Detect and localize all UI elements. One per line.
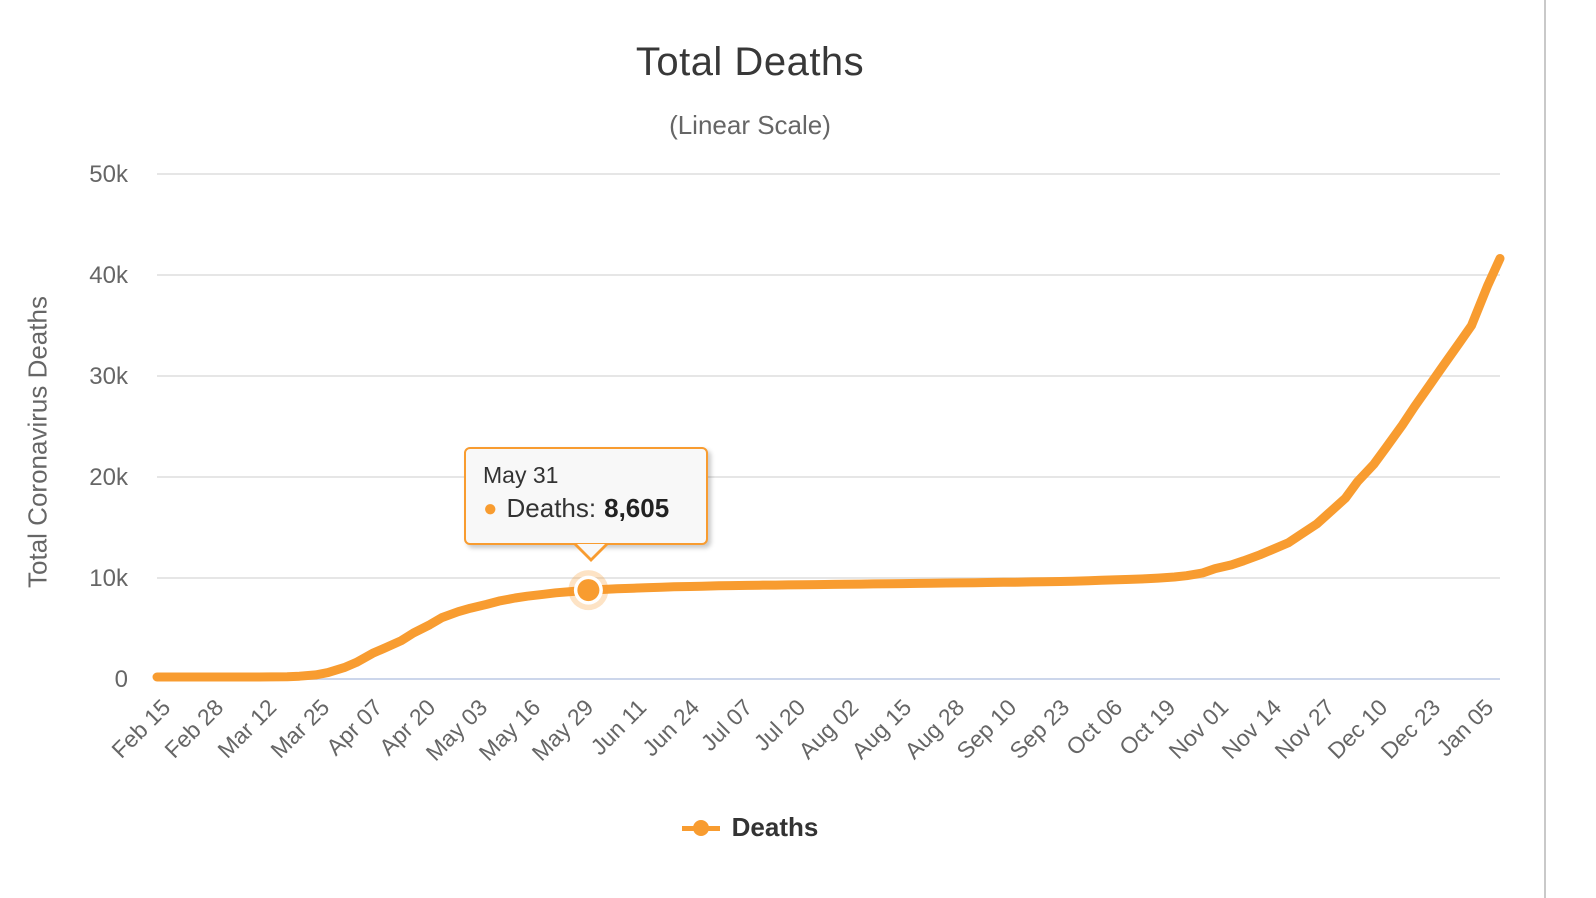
y-tick-label-10k: 10k [89,565,128,592]
legend-line-marker-icon [681,817,720,839]
y-tick-label-0: 0 [114,666,128,693]
chart-subtitle: (Linear Scale) [669,110,831,140]
tooltip-series-label: Deaths: [506,493,597,523]
chart-title: Total Deaths [635,40,865,84]
legend-item-deaths[interactable]: Deaths [0,812,1500,843]
y-tick-label-40k: 40k [89,262,128,289]
tooltip-date: May 31 [483,462,559,488]
y-tick-label-30k: 30k [89,363,128,390]
hover-marker[interactable] [577,579,600,602]
series-bullet-icon: ● [483,494,498,522]
y-tick-label-50k: 50k [89,161,128,188]
tooltip: May 31 ● Deaths: 8,605 [464,447,708,562]
chart-container: Total Deaths (Linear Scale) Total Corona… [0,40,1505,843]
series-line-deaths[interactable] [152,254,1505,682]
y-tick-label-20k: 20k [89,464,128,491]
legend-label: Deaths [731,812,819,842]
page-edge-line [1544,0,1546,898]
tooltip-value: 8,605 [604,493,670,523]
